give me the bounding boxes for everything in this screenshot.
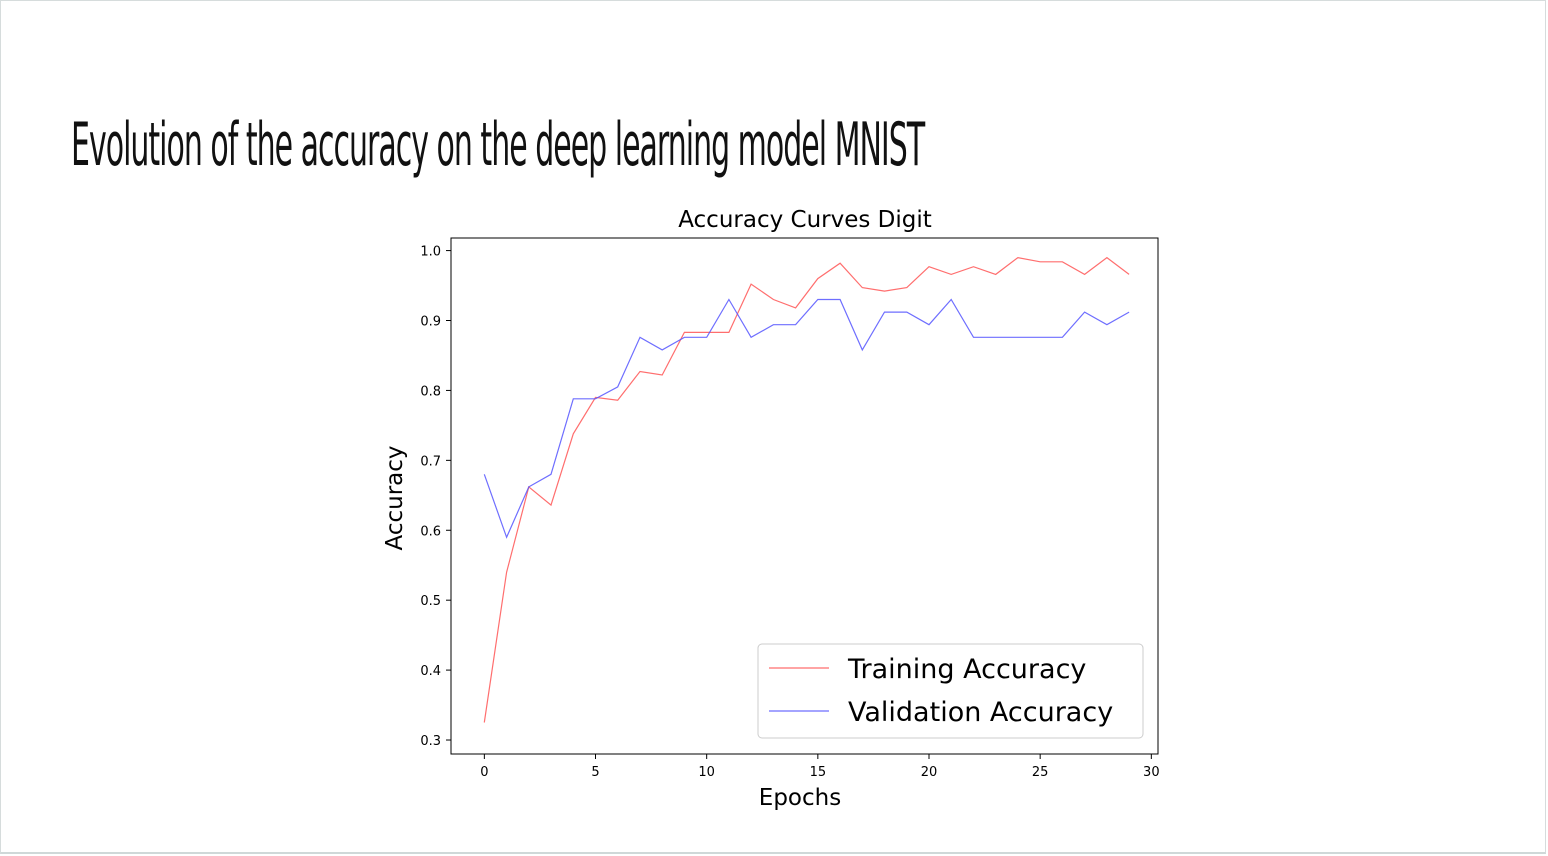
- y-tick-label: 0.4: [420, 664, 441, 679]
- legend-box: [757, 643, 1144, 739]
- plot-frame: [450, 237, 1159, 755]
- x-tick-label: 0: [480, 765, 488, 780]
- series-line-validation-accuracy: [483, 298, 1130, 539]
- y-tick-label: 0.9: [420, 315, 441, 330]
- legend-label-training-accuracy: Training Accuracy: [847, 654, 1086, 685]
- y-axis-label: Accuracy: [382, 445, 408, 550]
- series-line-training-accuracy: [483, 256, 1130, 723]
- y-tick-label: 0.6: [420, 524, 441, 539]
- y-tick-label: 0.3: [420, 734, 441, 749]
- x-tick-label: 25: [1032, 765, 1049, 780]
- x-axis-label: Epochs: [759, 785, 841, 811]
- y-tick-label: 0.8: [420, 384, 441, 399]
- x-tick-label: 10: [698, 765, 715, 780]
- legend-label-validation-accuracy: Validation Accuracy: [848, 697, 1113, 728]
- x-tick-label: 15: [810, 765, 827, 780]
- x-tick-label: 30: [1143, 765, 1160, 780]
- slide-title: Evolution of the accuracy on the deep le…: [71, 110, 925, 180]
- y-tick-label: 1.0: [420, 245, 441, 260]
- plot-area: 0 5 10 15 20 25 30 0.3 0.4 0.5 0.6 0.7 0.8 0.9 1.0 Trai…: [420, 237, 1160, 780]
- legend: Training Accuracy Validation Accuracy: [757, 643, 1144, 739]
- y-tick-label: 0.7: [420, 454, 441, 469]
- x-tick-label: 20: [921, 765, 938, 780]
- y-tick-label: 0.5: [420, 594, 441, 609]
- chart-title: Accuracy Curves Digit: [678, 207, 932, 233]
- x-tick-label: 5: [591, 765, 599, 780]
